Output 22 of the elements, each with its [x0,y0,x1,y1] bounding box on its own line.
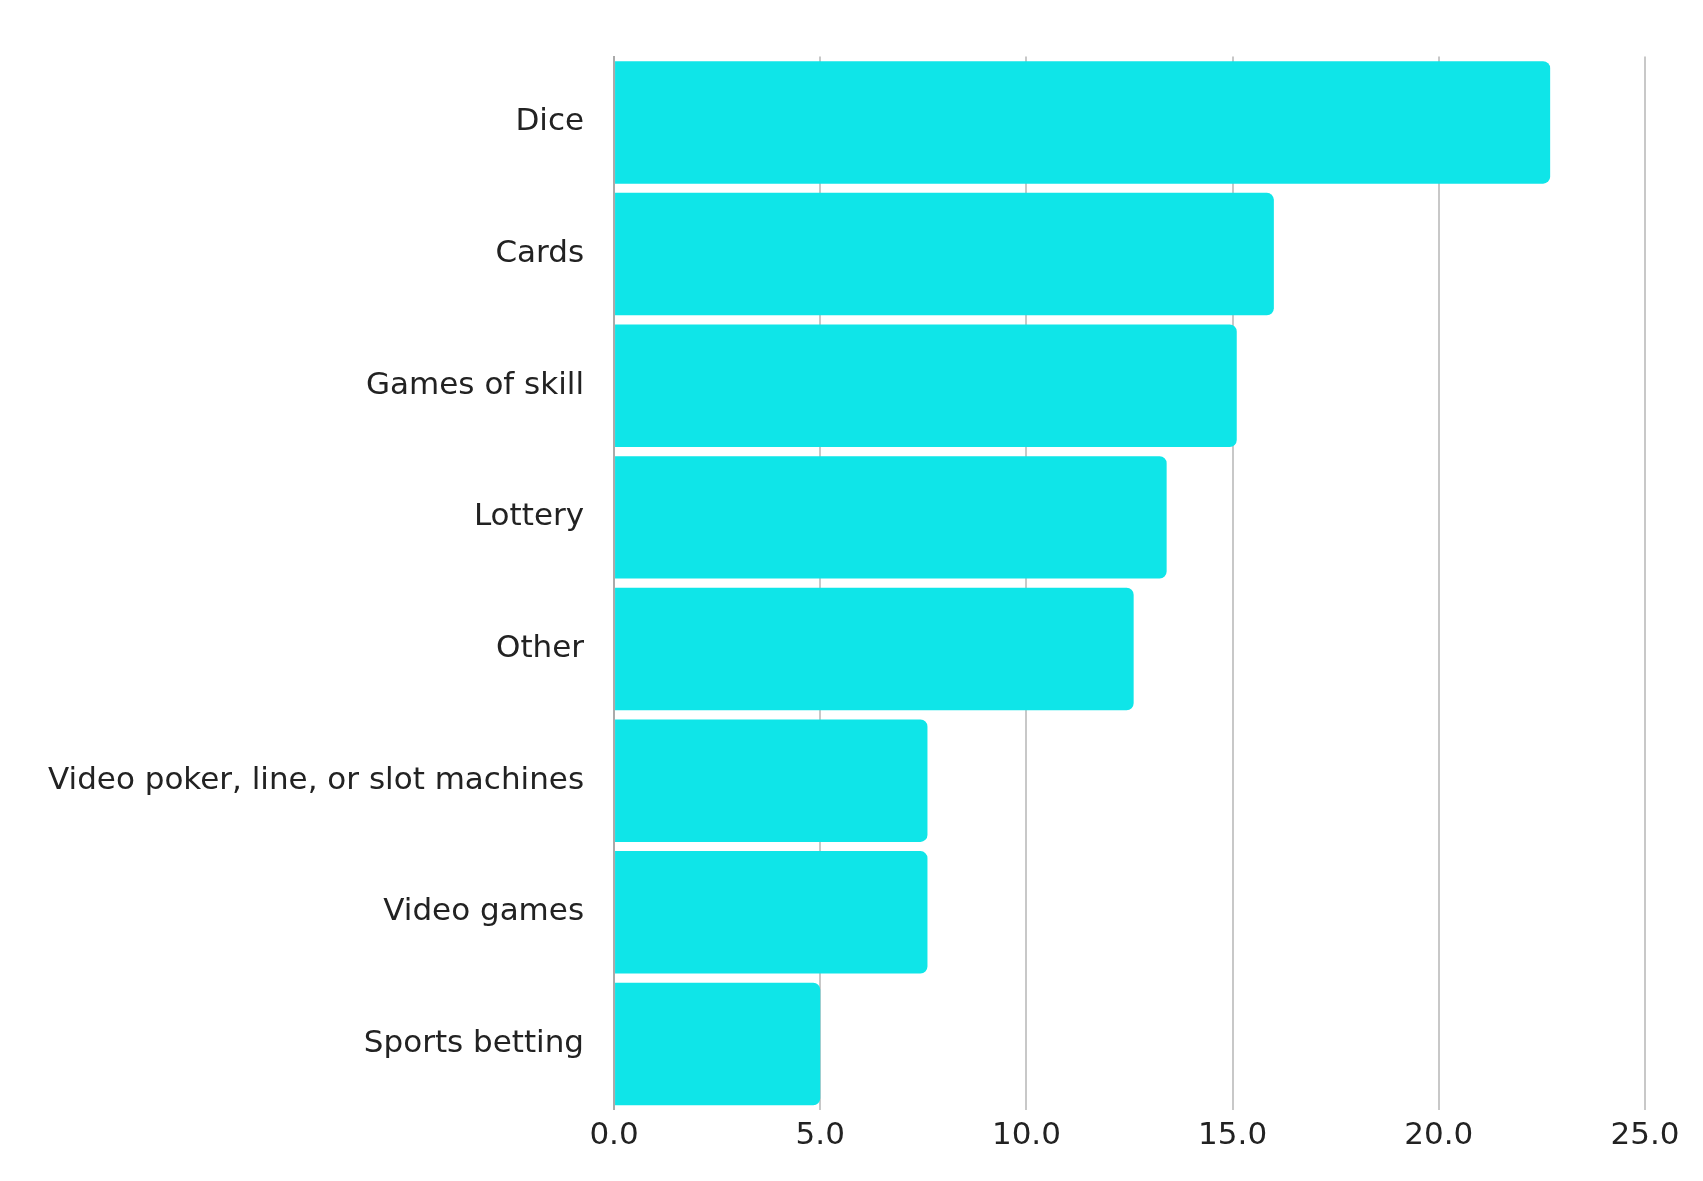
y-tick-label: Dice [515,101,585,138]
x-tick-label: 0.0 [589,1115,639,1152]
bar [615,456,1167,579]
bar [615,982,821,1106]
x-tick-label: 20.0 [1404,1115,1474,1152]
bar [615,192,1274,316]
y-tick-label: Video poker, line, or slot machines [47,759,585,796]
bar [615,324,1237,447]
x-tick-label: 10.0 [991,1115,1061,1152]
y-tick-label: Cards [495,233,585,270]
bar [615,719,928,842]
y-tick-label: Other [496,628,585,665]
y-tick-label: Lottery [473,496,585,533]
bar [615,851,928,974]
x-tick-label: 25.0 [1610,1115,1680,1152]
y-tick-label: Sports betting [363,1023,585,1060]
y-tick-label: Video games [383,891,585,928]
x-tick-label: 15.0 [1198,1115,1268,1152]
x-tick-label: 5.0 [795,1115,845,1152]
bar [615,587,1134,711]
y-tick-label: Games of skill [366,364,585,401]
bar [615,61,1551,184]
